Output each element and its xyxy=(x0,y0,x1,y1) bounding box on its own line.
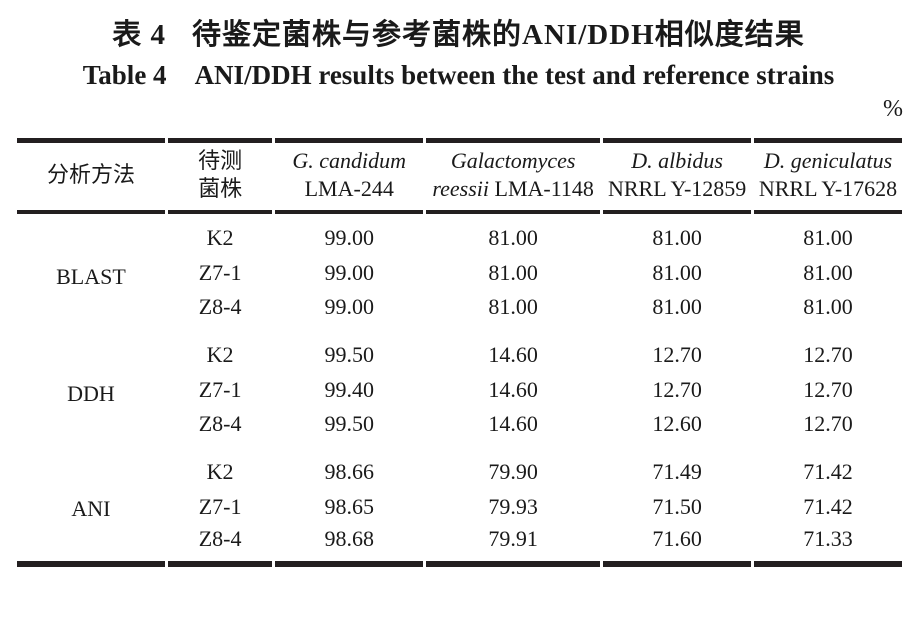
header-method: 分析方法 xyxy=(17,138,165,214)
ref2-species-line2: reessii xyxy=(432,176,490,201)
table-row: Z8-4 98.68 79.91 71.60 71.33 xyxy=(17,526,902,567)
method-label-blast: BLAST xyxy=(56,264,126,289)
value-cell: 81.00 xyxy=(488,225,538,250)
ani-ddh-table: 分析方法 待测 菌株 G. candidum LMA-244 Galactomy… xyxy=(14,138,905,567)
ref1-species: G. candidum xyxy=(292,148,407,173)
strain-cell: Z8-4 xyxy=(198,294,242,319)
value-cell: 81.00 xyxy=(488,294,538,319)
value-cell: 71.33 xyxy=(754,526,902,567)
value-cell: 81.00 xyxy=(803,294,853,319)
header-ref-galactomyces-reessii: Galactomyces reessii LMA-1148 xyxy=(426,138,601,214)
table-row: BLAST K2 99.00 81.00 81.00 81.00 xyxy=(17,214,902,289)
value-cell: 99.40 xyxy=(324,376,374,402)
header-test-strain: 待测 菌株 xyxy=(167,138,273,214)
table-row: Z7-1 99.00 81.00 81.00 81.00 xyxy=(17,253,902,292)
table-caption-en-text: ANI/DDH results between the test and ref… xyxy=(194,60,835,90)
table-row: ANI K2 98.66 79.90 71.49 71.42 xyxy=(17,448,902,567)
table-caption-zh-number: 表 4 xyxy=(112,19,167,51)
value-cell: 79.93 xyxy=(488,493,538,519)
value-cell: 14.60 xyxy=(488,411,538,436)
ref3-species: D. albidus xyxy=(631,148,723,173)
strain-cell: Z8-4 xyxy=(198,411,242,436)
strain-cell: Z7-1 xyxy=(198,493,242,519)
value-cell: 14.60 xyxy=(488,376,538,402)
table-row: Z8-4 99.00 81.00 81.00 81.00 xyxy=(17,292,902,331)
ref4-species: D. geniculatus xyxy=(763,148,893,173)
group-blast: BLAST K2 99.00 81.00 81.00 81.00 Z7-1 99… xyxy=(17,214,902,331)
value-cell: 98.68 xyxy=(275,526,424,567)
group-ddh: DDH K2 99.50 14.60 12.70 12.70 Z7-1 99.4… xyxy=(17,331,902,448)
value-cell: 99.50 xyxy=(324,411,374,436)
value-cell: 14.60 xyxy=(488,342,538,367)
value-cell: 71.49 xyxy=(652,459,702,484)
header-ref-d-albidus: D. albidus NRRL Y-12859 xyxy=(603,138,752,214)
header-row: 分析方法 待测 菌株 G. candidum LMA-244 Galactomy… xyxy=(17,138,902,214)
value-cell: 81.00 xyxy=(652,259,702,285)
strain-cell: Z7-1 xyxy=(198,259,242,285)
table-row: Z7-1 99.40 14.60 12.70 12.70 xyxy=(17,370,902,409)
value-cell: 99.50 xyxy=(324,342,374,367)
unit-label: % xyxy=(883,96,903,122)
value-cell: 71.42 xyxy=(803,459,853,484)
ref2-strain-id: LMA-1148 xyxy=(494,176,594,201)
value-cell: 71.42 xyxy=(803,493,853,519)
header-ref-g-candidum: G. candidum LMA-244 xyxy=(275,138,424,214)
table-row: DDH K2 99.50 14.60 12.70 12.70 xyxy=(17,331,902,406)
ref3-strain-id: NRRL Y-12859 xyxy=(607,176,747,201)
value-cell: 81.00 xyxy=(652,294,702,319)
value-cell: 12.70 xyxy=(803,342,853,367)
value-cell: 12.70 xyxy=(803,376,853,402)
ref2-species: Galactomyces xyxy=(450,148,576,173)
group-ani: ANI K2 98.66 79.90 71.49 71.42 Z7-1 98.6… xyxy=(17,448,902,567)
strain-cell: Z7-1 xyxy=(198,376,242,402)
table-caption-en-number: Table 4 xyxy=(82,60,167,90)
value-cell: 71.50 xyxy=(652,493,702,519)
value-cell: 99.00 xyxy=(324,259,374,285)
value-cell: 98.65 xyxy=(324,493,374,519)
table-caption-en: Table 4 ANI/DDH results between the test … xyxy=(0,56,917,94)
value-cell: 81.00 xyxy=(803,259,853,285)
table-row: Z8-4 99.50 14.60 12.60 12.70 xyxy=(17,409,902,448)
value-cell: 99.00 xyxy=(324,294,374,319)
header-test-strain-line2: 菌株 xyxy=(198,176,243,201)
header-test-strain-line1: 待测 xyxy=(198,148,243,173)
value-cell: 79.90 xyxy=(488,459,538,484)
value-cell: 12.60 xyxy=(652,411,702,436)
table-row: Z7-1 98.65 79.93 71.50 71.42 xyxy=(17,487,902,526)
value-cell: 81.00 xyxy=(803,225,853,250)
value-cell: 12.70 xyxy=(803,411,853,436)
table-caption-zh-text: 待鉴定菌株与参考菌株的ANI/DDH相似度结果 xyxy=(192,19,805,51)
method-label-ani: ANI xyxy=(17,448,165,567)
value-cell: 99.00 xyxy=(324,225,374,250)
strain-cell: K2 xyxy=(206,459,234,484)
value-cell: 71.60 xyxy=(603,526,752,567)
table-header: 分析方法 待测 菌株 G. candidum LMA-244 Galactomy… xyxy=(17,138,902,214)
value-cell: 12.70 xyxy=(652,342,702,367)
method-label-ddh: DDH xyxy=(67,381,115,406)
value-cell: 81.00 xyxy=(652,225,702,250)
ref1-strain-id: LMA-244 xyxy=(304,176,394,201)
ref4-strain-id: NRRL Y-17628 xyxy=(758,176,898,201)
value-cell: 12.70 xyxy=(652,376,702,402)
value-cell: 81.00 xyxy=(488,259,538,285)
strain-cell: Z8-4 xyxy=(167,526,273,567)
header-ref-d-geniculatus: D. geniculatus NRRL Y-17628 xyxy=(754,138,902,214)
value-cell: 98.66 xyxy=(324,459,374,484)
value-cell: 79.91 xyxy=(426,526,601,567)
strain-cell: K2 xyxy=(206,225,234,250)
strain-cell: K2 xyxy=(206,342,234,367)
table-caption-zh: 表 4 待鉴定菌株与参考菌株的ANI/DDH相似度结果 xyxy=(0,14,917,56)
